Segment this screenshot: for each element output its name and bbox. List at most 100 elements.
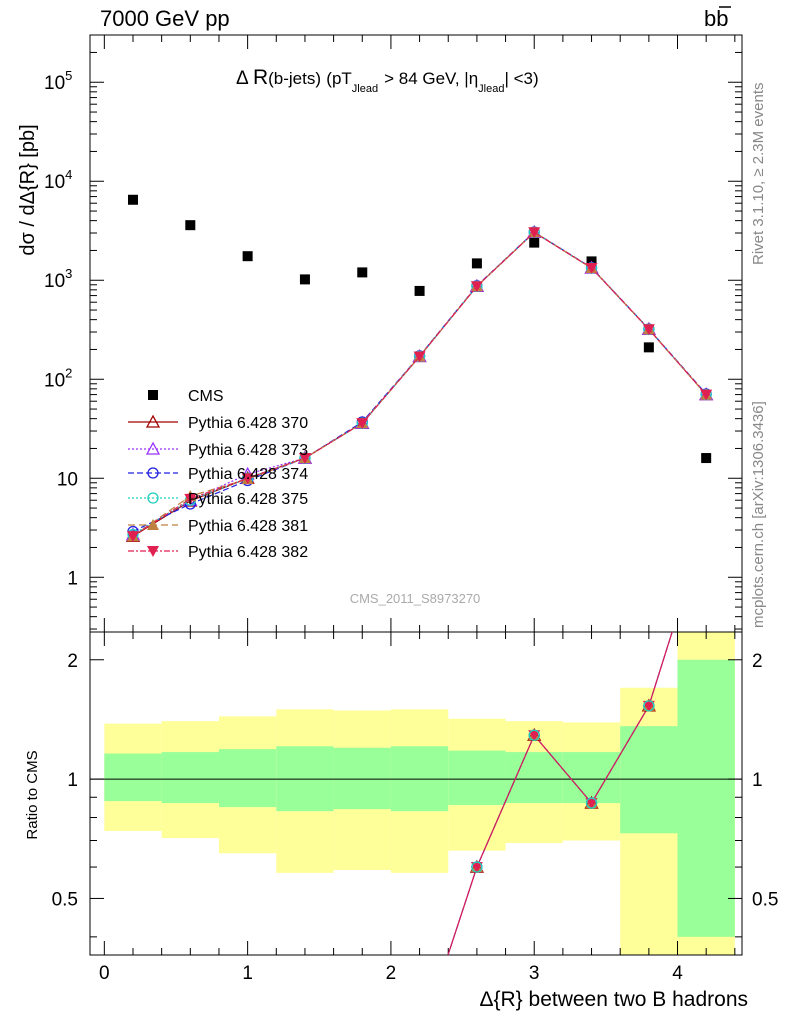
legend-marker: [147, 546, 159, 557]
ratio-y-tick-label-right: 0.5: [752, 889, 778, 910]
legend-marker: [147, 467, 159, 479]
legend-marker: [145, 414, 161, 428]
series-6-point: [528, 227, 541, 239]
process-label: bb: [704, 6, 729, 31]
title-bjets: (b-jets): [268, 69, 321, 88]
x-tick-label: 4: [672, 963, 683, 984]
series-6-point: [700, 389, 713, 401]
legend-370: Pythia 6.428 370: [188, 415, 308, 432]
series-6-point: [298, 453, 311, 465]
tick-base: 10: [44, 73, 65, 94]
ratio-y-tick-label-right: 1: [752, 770, 763, 791]
tick-base: 10: [44, 370, 65, 391]
title-delta: Δ: [236, 68, 249, 89]
series-6-point: [356, 418, 369, 430]
legend-cms: CMS: [188, 388, 224, 405]
legend-373: Pythia 6.428 373: [188, 442, 308, 459]
series-3-line: [132, 231, 707, 533]
main-y-tick-label: 10: [57, 469, 78, 490]
legend: CMS Pythia 6.428 370 Pythia 6.428 373 Py…: [128, 388, 308, 561]
main-y-tick-label: 102: [44, 365, 72, 391]
ratio-plot-marks: [447, 632, 673, 955]
ratio-y-tick-label: 0.5: [52, 889, 78, 910]
ratio-point: [470, 862, 483, 874]
ratio-band-inner: [333, 747, 391, 810]
ratio-plot-frame: [89, 631, 743, 956]
ratio-band-inner: [161, 752, 219, 804]
series-0-point: [701, 453, 712, 464]
series-6-point: [184, 493, 197, 505]
ratio-band-inner: [104, 753, 162, 802]
ratio-band-inner: [562, 752, 621, 804]
legend-marker: [147, 492, 159, 504]
tick-exponent: 5: [65, 68, 72, 83]
tick-base: 10: [44, 271, 65, 292]
tick-base: 10: [44, 172, 65, 193]
ratio-y-tick-label-right: 2: [752, 651, 763, 672]
tick-exponent: 3: [65, 266, 72, 281]
energy-label: 7000 GeV pp: [100, 6, 230, 31]
ratio-point: [642, 700, 655, 712]
ratio-band-inner: [505, 752, 563, 804]
series-0-point: [529, 237, 540, 248]
title-jlead-1: Jlead: [352, 83, 378, 95]
x-axis-label: Δ{R} between two B hadrons: [479, 988, 748, 1011]
ratio-point: [643, 700, 655, 712]
ratio-band-inner: [218, 749, 277, 808]
rivet-label: Rivet 3.1.10, ≥ 2.3M events: [750, 83, 767, 266]
ratio-point: [528, 729, 540, 741]
legend-381: Pythia 6.428 381: [188, 518, 308, 535]
series-0-point: [127, 194, 138, 205]
ratio-band-inner: [677, 659, 735, 937]
series-0-point: [643, 342, 654, 353]
main-y-tick-label: 1: [67, 568, 78, 589]
mcplots-label: mcplots.cern.ch [arXiv:1306.3436]: [750, 401, 767, 628]
legend-marker: [145, 441, 161, 455]
tick-exponent: 4: [65, 167, 72, 182]
series-6-point: [585, 262, 598, 274]
ratio-y-axis-label: Ratio to CMS: [24, 750, 41, 839]
series-4-line: [132, 231, 707, 536]
legend-382: Pythia 6.428 382: [188, 544, 308, 561]
series-6-point: [413, 351, 426, 363]
ratio-point: [528, 730, 541, 742]
main-y-tick-label: 105: [44, 68, 72, 94]
ratio-point: [585, 798, 598, 810]
ratio-curves: [447, 632, 673, 955]
legend-374: Pythia 6.428 374: [188, 466, 308, 483]
process-bbar: b: [716, 6, 728, 31]
legend-marker: [147, 519, 159, 530]
title-r: R: [253, 66, 268, 89]
analysis-watermark: CMS_2011_S8973270: [350, 591, 481, 606]
x-tick-label: 2: [386, 963, 397, 984]
series-6-point: [470, 281, 483, 293]
series-6-point: [642, 324, 655, 336]
series-0-point: [299, 274, 310, 285]
ratio-line: [447, 632, 673, 955]
legend-marker: [148, 390, 158, 400]
series-6-point: [126, 531, 139, 543]
ratio-point: [585, 797, 598, 809]
ratio-bands: [90, 632, 742, 955]
series-0-point: [242, 251, 253, 262]
main-y-axis-label: dσ / dΔ{R} [pb]: [17, 124, 39, 255]
ratio-band-inner: [448, 750, 506, 806]
series-0-point: [471, 258, 482, 269]
x-tick-label: 0: [99, 963, 110, 984]
x-tick-label: 1: [242, 963, 253, 984]
series-0-point: [357, 267, 368, 278]
title-pt: (pT: [326, 69, 352, 88]
series-0-point: [185, 220, 196, 231]
ratio-point: [471, 861, 483, 873]
main-plot-marks: [125, 194, 714, 543]
x-tick-label: 3: [529, 963, 540, 984]
plot-title: Δ R(b-jets) (pTJlead> 84 GeV, |ηJlead| <…: [236, 66, 539, 95]
series-0-point: [414, 285, 425, 296]
title-jlead-2: Jlead: [478, 83, 504, 95]
title-cut: > 84 GeV, |η: [384, 69, 478, 88]
tick-exponent: 2: [65, 365, 72, 380]
main-y-tick-label: 103: [44, 266, 72, 292]
ratio-y-tick-label: 1: [67, 770, 78, 791]
